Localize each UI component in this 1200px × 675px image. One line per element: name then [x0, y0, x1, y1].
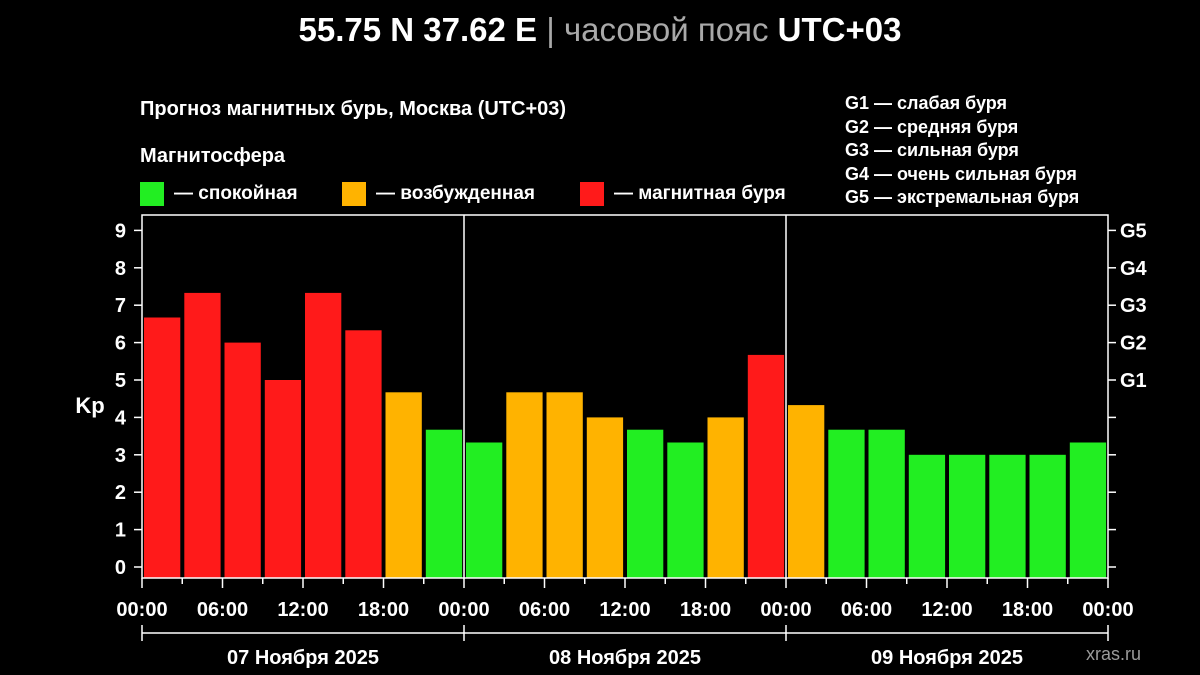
y-tick-label: 6: [115, 333, 126, 355]
kp-bar: [385, 392, 422, 578]
legend-item-active: — возбужденная: [342, 181, 535, 207]
g-tick-label: G4: [1120, 258, 1148, 280]
kp-bar: [345, 330, 382, 578]
x-tick-label: 12:00: [921, 599, 972, 621]
legend-label-storm: — магнитная буря: [614, 183, 786, 204]
kp-bar: [466, 442, 503, 578]
legend-label-quiet: — спокойная: [174, 183, 298, 204]
chart-title: Прогноз магнитных бурь, Москва (UTC+03): [140, 98, 567, 120]
g-scale-list: G1 — слабая буря G2 — средняя буря G3 — …: [845, 92, 1079, 210]
day-label: 09 Ноября 2025: [871, 647, 1023, 669]
kp-bar: [747, 354, 785, 578]
x-tick-label: 00:00: [1082, 599, 1133, 621]
kp-bar: [264, 380, 302, 578]
kp-bar: [1029, 454, 1066, 578]
y-tick-label: 8: [115, 258, 126, 280]
x-tick-label: 18:00: [358, 599, 409, 621]
y-tick-label: 1: [115, 520, 126, 542]
header-separator: |: [546, 11, 555, 48]
x-tick-label: 00:00: [760, 599, 811, 621]
kp-bar: [828, 429, 865, 578]
kp-bar: [908, 454, 946, 578]
page-header: 55.75 N 37.62 E | часовой пояс UTC+03: [0, 8, 1200, 52]
g-tick-label: G1: [1120, 370, 1147, 392]
x-tick-label: 06:00: [197, 599, 248, 621]
y-tick-label: 2: [115, 482, 126, 504]
g-tick-label: G2: [1120, 333, 1147, 355]
kp-bar: [989, 454, 1026, 578]
x-tick-label: 12:00: [277, 599, 328, 621]
kp-bar: [144, 317, 181, 578]
g-scale-item: G4 — очень сильная буря: [845, 163, 1077, 184]
legend-swatch-storm: [580, 182, 604, 206]
x-tick-label: 06:00: [841, 599, 892, 621]
kp-bar: [224, 342, 261, 578]
g-tick-label: G5: [1120, 220, 1147, 242]
legend-item-storm: — магнитная буря: [580, 181, 786, 207]
timezone-label: часовой пояс: [563, 11, 769, 48]
legend-label-active: — возбужденная: [376, 183, 536, 204]
legend-item-quiet: — спокойная: [140, 181, 298, 207]
kp-bar: [506, 392, 543, 578]
kp-bar: [949, 454, 986, 578]
kp-bar: [868, 429, 905, 578]
x-tick-label: 00:00: [438, 599, 489, 621]
timezone-value: UTC+03: [777, 11, 902, 48]
y-tick-label: 9: [115, 220, 126, 242]
y-tick-label: 4: [115, 407, 127, 429]
kp-bar: [1069, 442, 1107, 578]
g-scale-item: G2 — средняя буря: [845, 116, 1019, 137]
kp-bar: [586, 417, 624, 578]
g-tick-label: G3: [1120, 295, 1147, 317]
g-scale-item: G5 — экстремальная буря: [845, 187, 1080, 208]
y-tick-label: 5: [115, 370, 126, 392]
legend-title: Магнитосфера: [140, 145, 286, 167]
x-tick-label: 06:00: [519, 599, 570, 621]
y-tick-label: 3: [115, 445, 126, 467]
y-tick-label: 0: [115, 557, 126, 579]
kp-bar: [788, 405, 825, 578]
y-axis-label: Kp: [75, 393, 104, 418]
x-tick-label: 18:00: [680, 599, 731, 621]
day-label: 07 Ноября 2025: [227, 647, 379, 669]
x-tick-label: 00:00: [116, 599, 167, 621]
kp-bar: [546, 392, 583, 578]
kp-bar: [184, 292, 221, 578]
legend-swatch-quiet: [140, 182, 164, 206]
kp-bar: [667, 442, 704, 578]
y-tick-label: 7: [115, 295, 126, 317]
x-tick-label: 12:00: [599, 599, 650, 621]
kp-bar: [707, 417, 744, 578]
kp-bar: [627, 429, 664, 578]
watermark: xras.ru: [1086, 644, 1142, 664]
g-scale-item: G1 — слабая буря: [845, 93, 1008, 113]
day-label: 08 Ноября 2025: [549, 647, 701, 669]
kp-bar: [425, 429, 463, 578]
coordinates: 55.75 N 37.62 E: [298, 11, 538, 48]
g-scale-item: G3 — сильная буря: [845, 140, 1019, 161]
x-tick-label: 18:00: [1002, 599, 1053, 621]
kp-bar: [305, 292, 342, 578]
legend-swatch-active: [342, 182, 366, 206]
